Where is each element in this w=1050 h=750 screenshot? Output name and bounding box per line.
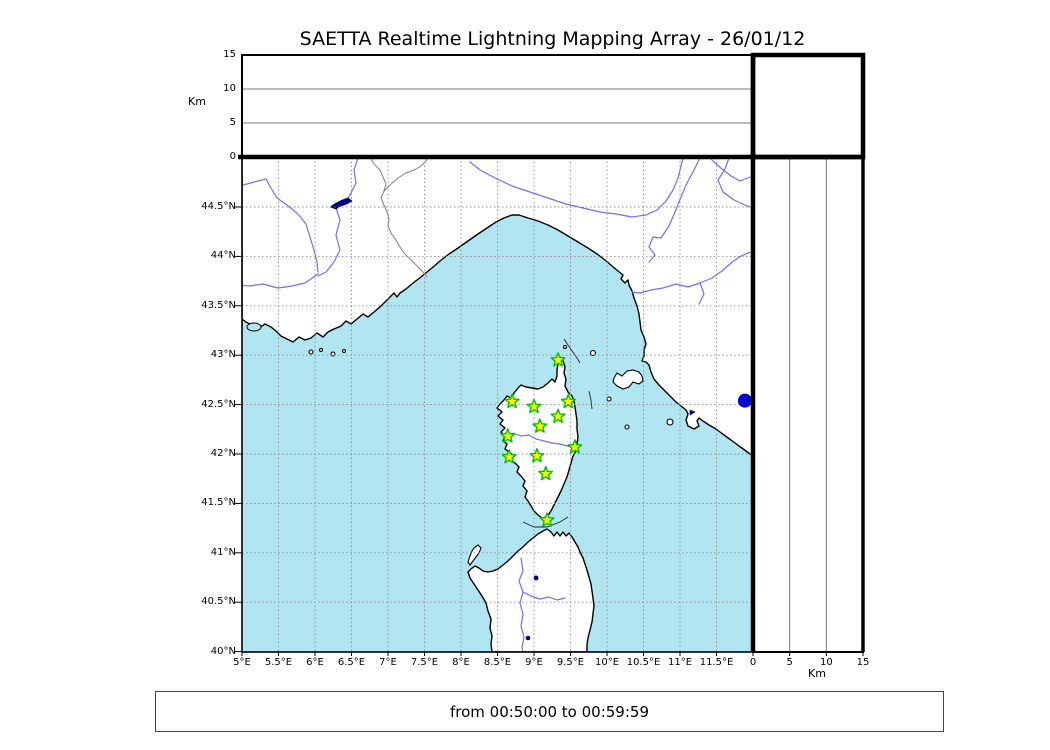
right-panel-km-tick: 5 [786, 657, 793, 668]
time-window-box: from 00:50:00 to 00:59:59 [155, 691, 944, 732]
lon-tick-label: 10.5°E [626, 657, 661, 668]
station-star-marker [529, 448, 545, 463]
station-star-marker [538, 465, 554, 481]
lat-tick-label: 40°N [210, 645, 236, 657]
lagoon-berre [246, 322, 262, 332]
corsica-coastline [496, 356, 579, 519]
lon-tick-label: 6°E [306, 657, 324, 668]
lat-tick-label: 44°N [210, 250, 236, 262]
lon-tick-label: 11.5°E [699, 657, 734, 668]
mainland-coastline [242, 157, 753, 457]
country-borders [369, 157, 429, 278]
top-panel-km-tick: 15 [223, 49, 236, 60]
station-star-marker [500, 428, 516, 443]
lon-tick-label: 10°E [594, 657, 620, 668]
detection-point [737, 393, 752, 408]
lat-tick-label: 41°N [210, 546, 236, 558]
lon-tick-label: 8.5°E [483, 657, 512, 668]
right-panel-km-tick: 15 [856, 657, 870, 668]
station-star-marker [526, 398, 542, 414]
lat-tick-label: 42.5°N [201, 398, 236, 410]
station-star-marker [539, 512, 555, 527]
station-markers [500, 352, 583, 527]
station-star-marker [550, 352, 566, 367]
station-star-marker [560, 393, 576, 409]
sea-line-features [522, 338, 593, 528]
lon-tick-label: 7°E [379, 657, 397, 668]
station-star-marker [532, 418, 548, 433]
graticule-gridlines [242, 157, 753, 652]
lon-tick-label: 9°E [525, 657, 543, 668]
lon-tick-label: 9.5°E [556, 657, 585, 668]
top-panel-km-tick: 0 [229, 151, 236, 162]
lat-tick-label: 40.5°N [201, 596, 236, 608]
lightning-detections [737, 393, 752, 408]
lon-tick-label: 5°E [233, 657, 251, 668]
right-panel-km-label: Km [808, 667, 826, 680]
lat-tick-label: 41.5°N [201, 497, 236, 509]
sardinia-coastline [467, 528, 595, 652]
lon-tick-label: 5.5°E [264, 657, 293, 668]
lat-tick-label: 44.5°N [201, 201, 236, 212]
station-star-marker [550, 408, 566, 423]
lat-tick-label: 43°N [210, 349, 236, 361]
right-panel-km-tick: 0 [749, 657, 757, 668]
top-panel-km-label: Km [188, 95, 206, 108]
lon-tick-label: 8°E [452, 657, 470, 668]
top-panel-km-tick: 5 [229, 117, 236, 128]
station-star-marker [567, 439, 583, 454]
time-window-text: from 00:50:00 to 00:59:59 [449, 702, 649, 721]
lakes [329, 197, 696, 641]
lat-tick-label: 42°N [210, 448, 236, 459]
panel-frames [238, 52, 866, 653]
rivers [242, 157, 753, 652]
station-star-marker [501, 449, 517, 464]
lon-tick-label: 6.5°E [337, 657, 366, 668]
lon-tick-label: 7.5°E [410, 657, 439, 668]
right-panel-km-tick: 10 [819, 657, 833, 668]
lon-tick-label: 11°E [667, 657, 693, 668]
figure-title: SAETTA Realtime Lightning Mapping Array … [299, 28, 806, 50]
station-star-marker [504, 393, 520, 409]
top-panel-km-tick: 10 [223, 83, 236, 94]
altitude-panel-gridlines [242, 88, 827, 652]
lat-tick-label: 43.5°N [201, 299, 236, 311]
